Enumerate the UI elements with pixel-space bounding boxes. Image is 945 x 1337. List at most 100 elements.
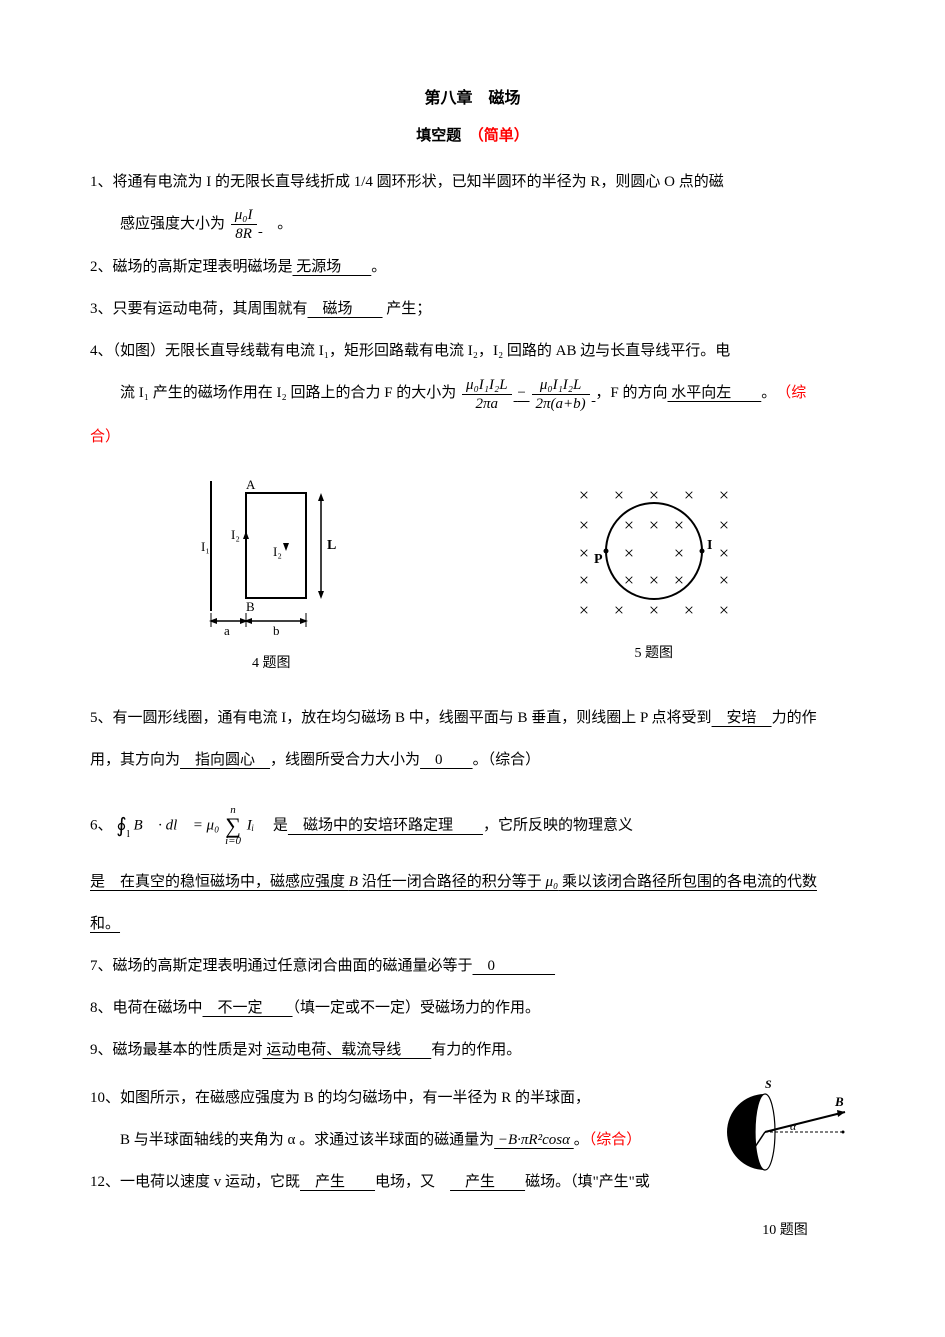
- figure-10-col: B α S R 10 题图: [715, 1074, 855, 1248]
- svg-text:P: P: [594, 552, 603, 567]
- q4-ans2: 水平向左: [668, 385, 762, 401]
- svg-text:a: a: [224, 623, 230, 638]
- svg-text:α: α: [790, 1119, 797, 1133]
- q7-ans: 0: [473, 958, 556, 974]
- question-9: 9、磁场最基本的性质是对 运动电荷、载流导线 有力的作用。: [90, 1032, 855, 1068]
- svg-text:B: B: [246, 599, 255, 614]
- svg-text:b: b: [273, 623, 280, 638]
- q4-frac1-num: μ₀I₁I₂L: [462, 376, 512, 395]
- q1-line2-prefix: 感应强度大小为: [120, 216, 225, 232]
- figure-row-1: I₁ I₂ A B I₂ L a b 4 题图: [90, 471, 855, 681]
- q10-ans: −B·πR²cosα: [494, 1132, 574, 1148]
- q9-ans: 运动电荷、载流导线: [263, 1042, 432, 1058]
- q6-ans2-mid: 沿任一闭合路径的积分等于: [358, 874, 546, 890]
- svg-text:×: ×: [719, 485, 729, 505]
- q10-tag: （综合）: [589, 1132, 642, 1148]
- q6-Ii: Iᵢ: [247, 818, 254, 834]
- question-3: 3、只要有运动电荷，其周围就有 磁场 产生；: [90, 291, 855, 327]
- q6-suffix1: ，它所反映的物理意义: [483, 818, 633, 834]
- svg-text:×: ×: [649, 515, 659, 535]
- q2-suffix: 。: [371, 259, 386, 275]
- question-6-line2: 是 在真空的稳恒磁场中，磁感应强度 B 沿任一闭合路径的积分等于 μ₀ 乘以该闭…: [90, 864, 855, 900]
- q5-l2a: 用，其方向为: [90, 752, 180, 768]
- svg-text:×: ×: [579, 570, 589, 590]
- svg-text:×: ×: [624, 543, 634, 563]
- q1-frac-den: 8R: [231, 225, 257, 243]
- q12-prefix: 12、一电荷以速度 v 运动，它既: [90, 1174, 300, 1190]
- q6-l3: 和。: [90, 916, 120, 932]
- svg-text:I: I: [707, 538, 712, 553]
- q1-fraction: μ₀I 8R: [231, 206, 257, 243]
- q4-frac1-den: 2πa: [462, 395, 512, 413]
- sigma-icon: ∑: [225, 816, 241, 836]
- q7-prefix: 7、磁场的高斯定理表明通过任意闭合曲面的磁通量必等于: [90, 958, 473, 974]
- question-6: 6、 ∮l B⃗ · dl⃗ = μ₀ n ∑ i=0 Iᵢ 是 磁场中的安培环…: [90, 802, 855, 850]
- q5-suffix: 。（综合）: [473, 752, 541, 768]
- q6-ans2-end: 乘以该闭合路径所包围的各电流的代数: [558, 874, 817, 890]
- q2-prefix: 2、磁场的高斯定理表明磁场是: [90, 259, 293, 275]
- q6-sum: n ∑ i=0: [225, 805, 241, 847]
- svg-text:×: ×: [579, 515, 589, 535]
- q6-dot: · d: [154, 818, 173, 834]
- question-10-line1: 10、如图所示，在磁感应强度为 B 的均匀磁场中，有一半径为 R 的半球面，: [90, 1080, 703, 1116]
- svg-text:A: A: [246, 477, 256, 492]
- svg-text:×: ×: [684, 485, 694, 505]
- svg-text:×: ×: [614, 600, 624, 620]
- svg-text:×: ×: [674, 515, 684, 535]
- q6-mid: 是: [258, 818, 288, 834]
- figure-4-caption: 4 题图: [252, 647, 291, 681]
- q5-ans3: 0: [420, 752, 473, 768]
- question-10-line2: B 与半球面轴线的夹角为 α 。求通过该半球面的磁通量为 −B·πR²cosα …: [90, 1122, 703, 1158]
- section-heading: 填空题 （简单）: [90, 118, 855, 154]
- question-1-line2: 感应强度大小为 μ₀I 8R 。: [90, 206, 855, 243]
- q4-frac2: μ₀I₁I₂L 2π(a+b): [532, 376, 590, 413]
- q4-minus: −: [517, 385, 529, 401]
- q8-prefix: 8、电荷在磁场中: [90, 1000, 203, 1016]
- svg-text:×: ×: [624, 570, 634, 590]
- q6-ans1: 磁场中的安培环路定理: [288, 818, 483, 834]
- chapter-title: 第八章 磁场: [90, 80, 855, 118]
- q6-eq: = μ₀: [189, 818, 219, 834]
- svg-text:×: ×: [614, 485, 624, 505]
- svg-text:×: ×: [649, 570, 659, 590]
- q5-l2b: ，线圈所受合力大小为: [270, 752, 420, 768]
- question-4-line2: 流 I₁ 产生的磁场作用在 I₂ 回路上的合力 F 的大小为 μ₀I₁I₂L 2…: [90, 375, 855, 412]
- question-6-line3: 和。: [90, 906, 855, 942]
- svg-text:I₂: I₂: [231, 527, 240, 542]
- svg-text:×: ×: [684, 600, 694, 620]
- q12-ans2: 产生: [450, 1174, 525, 1190]
- question-12: 12、一电荷以速度 v 运动，它既 产生 电场，又 产生 磁场。（填"产生"或: [90, 1164, 703, 1200]
- svg-text:R: R: [738, 1147, 748, 1162]
- svg-text:×: ×: [719, 515, 729, 535]
- question-8: 8、电荷在磁场中 不一定 （填一定或不一定）受磁场力的作用。: [90, 990, 855, 1026]
- q6-sum-bot: i=0: [225, 836, 241, 847]
- figure-4-svg: I₁ I₂ A B I₂ L a b: [191, 471, 351, 641]
- question-7: 7、磁场的高斯定理表明通过任意闭合曲面的磁通量必等于 0: [90, 948, 855, 984]
- section-label: 填空题: [416, 128, 476, 144]
- q4-line2-prefix: 流 I₁ 产生的磁场作用在 I₂ 回路上的合力 F 的大小为: [120, 385, 456, 401]
- q3-suffix: 产生；: [383, 301, 432, 317]
- q9-suffix: 有力的作用。: [431, 1042, 521, 1058]
- svg-text:×: ×: [719, 570, 729, 590]
- q4-suffix: 。: [761, 385, 784, 401]
- figure-10-svg: B α S R: [715, 1074, 855, 1194]
- q4-frac2-num: μ₀I₁I₂L: [532, 376, 590, 395]
- q4-tag: （综: [784, 385, 807, 401]
- question-1: 1、将通有电流为 I 的无限长直导线折成 1/4 圆环形状，已知半圆环的半径为 …: [90, 164, 855, 200]
- figure-5-col: P I ××××× ××××× ×××× ××××× ××××× 5 题图: [554, 471, 754, 671]
- q1-frac-num: μ₀I: [231, 206, 257, 225]
- q1-suffix: 。: [262, 216, 292, 232]
- q6-l2a: 是: [90, 874, 105, 890]
- svg-text:×: ×: [579, 543, 589, 563]
- svg-text:×: ×: [674, 543, 684, 563]
- svg-text:S: S: [765, 1077, 772, 1091]
- svg-text:×: ×: [649, 600, 659, 620]
- question-4-line1: 4、（如图）无限长直导线载有电流 I₁，矩形回路载有电流 I₂，I₂ 回路的 A…: [90, 333, 855, 369]
- q6-l: l⃗: [173, 818, 189, 834]
- q4-frac1: μ₀I₁I₂L 2πa: [462, 376, 512, 413]
- q6-ans2: 在真空的稳恒磁场中，磁感应强度: [105, 874, 349, 890]
- question-5-line1: 5、有一圆形线圈，通有电流 I，放在均匀磁场 B 中，线圈平面与 B 垂直，则线…: [90, 700, 855, 736]
- q1-text: 1、将通有电流为 I 的无限长直导线折成 1/4 圆环形状，已知半圆环的半径为 …: [90, 174, 724, 190]
- svg-text:×: ×: [674, 570, 684, 590]
- figure-5-svg: P I ××××× ××××× ×××× ××××× ×××××: [554, 471, 754, 631]
